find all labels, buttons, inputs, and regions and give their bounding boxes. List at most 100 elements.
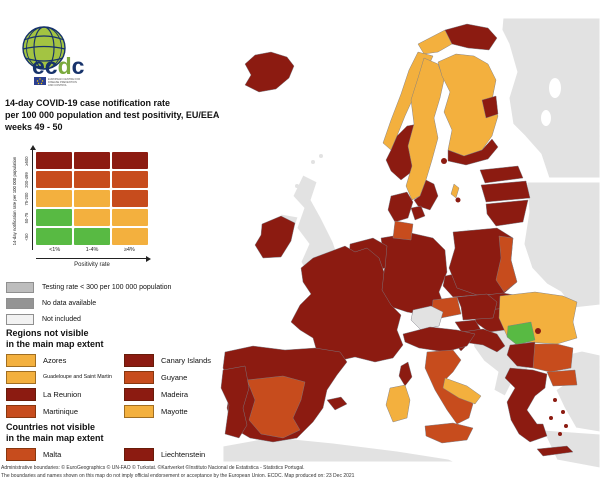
map-region-switzerland bbox=[410, 305, 444, 331]
region-swatch bbox=[6, 354, 36, 367]
title-line-2: per 100 000 population and test positivi… bbox=[5, 110, 220, 120]
matrix-col-label: ≥4% bbox=[123, 247, 135, 253]
map-region-sardinia bbox=[385, 384, 411, 423]
lake-shape bbox=[549, 78, 561, 98]
footer-line-2: The boundaries and names shown on this m… bbox=[1, 472, 355, 479]
region-swatch bbox=[124, 354, 154, 367]
globe-icon bbox=[22, 26, 66, 70]
matrix-cell bbox=[36, 209, 72, 226]
region-label: Guyane bbox=[161, 372, 188, 382]
region-label: Malta bbox=[43, 449, 62, 459]
legend-region-item: La Reunion bbox=[6, 386, 124, 403]
y-axis-arrow bbox=[32, 150, 33, 250]
ecdc-logo: ecdc EUROPEAN CENTRE FOR DISEASE PREVENT… bbox=[22, 26, 85, 87]
status-swatch bbox=[6, 281, 34, 293]
map-region-crete bbox=[536, 445, 574, 457]
region-swatch bbox=[124, 371, 154, 384]
title-line-3: weeks 49 - 50 bbox=[5, 122, 63, 132]
map-region-sicily bbox=[424, 422, 474, 444]
regions-heading-line-2: in the main map extent bbox=[6, 339, 104, 349]
matrix-row-label: <50 bbox=[24, 232, 29, 241]
map-region-gotland bbox=[450, 183, 460, 199]
matrix-cell bbox=[36, 228, 72, 245]
map-region-norway_finnmark bbox=[444, 23, 498, 51]
matrix-col-labels: <1% 1-4% ≥4% bbox=[36, 247, 148, 253]
matrix-x-axis-label: Positivity rate bbox=[74, 262, 110, 268]
matrix-cell bbox=[74, 152, 110, 169]
map-region-bulgaria bbox=[532, 343, 574, 373]
map-region-uk_islands bbox=[295, 154, 323, 188]
matrix-col-label: <1% bbox=[49, 247, 61, 253]
map-region-latvia bbox=[480, 180, 531, 203]
region-label: Martinique bbox=[43, 406, 79, 416]
map-region-bornholm bbox=[455, 197, 461, 203]
logo-tagline-1: EUROPEAN CENTRE FOR bbox=[48, 77, 80, 81]
regions-not-visible-heading: Regions not visible in the main map exte… bbox=[6, 328, 216, 350]
map-region-belarus_ukraine bbox=[523, 181, 600, 309]
matrix-cell bbox=[74, 171, 110, 188]
matrix-cell bbox=[112, 209, 148, 226]
status-legend: Testing rate < 300 per 100 000 populatio… bbox=[6, 279, 221, 327]
matrix-grid bbox=[36, 152, 148, 245]
lake-shape bbox=[541, 110, 551, 126]
legend-region-item: Mayotte bbox=[124, 403, 218, 420]
map-region-spain_centre bbox=[246, 375, 306, 439]
region-swatch bbox=[124, 448, 154, 461]
map-region-finland bbox=[437, 53, 499, 157]
status-swatch bbox=[6, 297, 34, 309]
legend-region-item: Azores bbox=[6, 352, 124, 369]
region-label: La Reunion bbox=[43, 389, 82, 399]
legend-matrix: 14-day notification rate per 100 000 pop… bbox=[6, 144, 176, 280]
countries-heading-line-1: Countries not visible bbox=[6, 422, 96, 432]
map-region-romania_centre bbox=[506, 321, 536, 346]
region-label: Azores bbox=[43, 355, 67, 365]
map-region-austria bbox=[456, 293, 498, 321]
eu-flag-icon bbox=[34, 77, 46, 85]
map-region-apulia bbox=[442, 377, 482, 405]
region-swatch bbox=[6, 371, 36, 384]
region-swatch bbox=[6, 448, 36, 461]
legend-region-item: Guyane bbox=[124, 369, 218, 386]
matrix-cell bbox=[112, 228, 148, 245]
map-region-balearics bbox=[326, 396, 348, 411]
map-region-france bbox=[290, 245, 404, 363]
map-footer: Administrative boundaries: © EuroGeograp… bbox=[1, 465, 599, 480]
eu-flag-stars bbox=[36, 78, 44, 85]
map-region-estonia bbox=[479, 165, 524, 184]
map-region-sweden_south bbox=[413, 179, 439, 211]
logo-wordmark: ecdc bbox=[32, 53, 85, 79]
status-swatch bbox=[6, 313, 34, 325]
region-swatch bbox=[124, 388, 154, 401]
logo-tagline-3: AND CONTROL bbox=[48, 83, 67, 87]
region-label: Canary Islands bbox=[161, 355, 212, 365]
x-axis-arrow-head bbox=[146, 255, 151, 262]
map-region-ireland bbox=[254, 215, 296, 259]
map-region-germany_north bbox=[392, 220, 414, 241]
matrix-col-label: 1-4% bbox=[85, 247, 99, 253]
matrix-cell bbox=[36, 190, 72, 207]
matrix-cell bbox=[112, 152, 148, 169]
region-label: Madeira bbox=[161, 389, 189, 399]
regions-heading-line-1: Regions not visible bbox=[6, 328, 89, 338]
matrix-cell bbox=[74, 190, 110, 207]
map-region-russia bbox=[501, 17, 600, 179]
status-legend-item: Testing rate < 300 per 100 000 populatio… bbox=[6, 279, 221, 295]
matrix-row-labels: ≥500 200-499 75-200 50-75 <50 bbox=[6, 144, 34, 249]
status-legend-item: No data available bbox=[6, 295, 221, 311]
matrix-cell bbox=[112, 171, 148, 188]
region-label: Mayotte bbox=[161, 406, 188, 416]
legend-region-item: Canary Islands bbox=[124, 352, 218, 369]
region-label: Liechtenstein bbox=[161, 449, 206, 459]
map-region-bulgaria_west bbox=[506, 341, 536, 369]
map-region-greece bbox=[504, 367, 548, 443]
map-region-lithuania bbox=[485, 199, 529, 227]
x-axis-arrow bbox=[36, 258, 148, 259]
map-region-portugal bbox=[220, 365, 250, 439]
status-label: Testing rate < 300 per 100 000 populatio… bbox=[42, 283, 172, 291]
map-region-africa bbox=[222, 436, 456, 463]
legend-region-item: Liechtenstein bbox=[124, 446, 218, 463]
regions-not-visible-list: Azores Canary Islands Guadeloupe and Saint… bbox=[6, 352, 218, 420]
matrix-cell bbox=[36, 152, 72, 169]
status-legend-item: Not included bbox=[6, 311, 221, 327]
